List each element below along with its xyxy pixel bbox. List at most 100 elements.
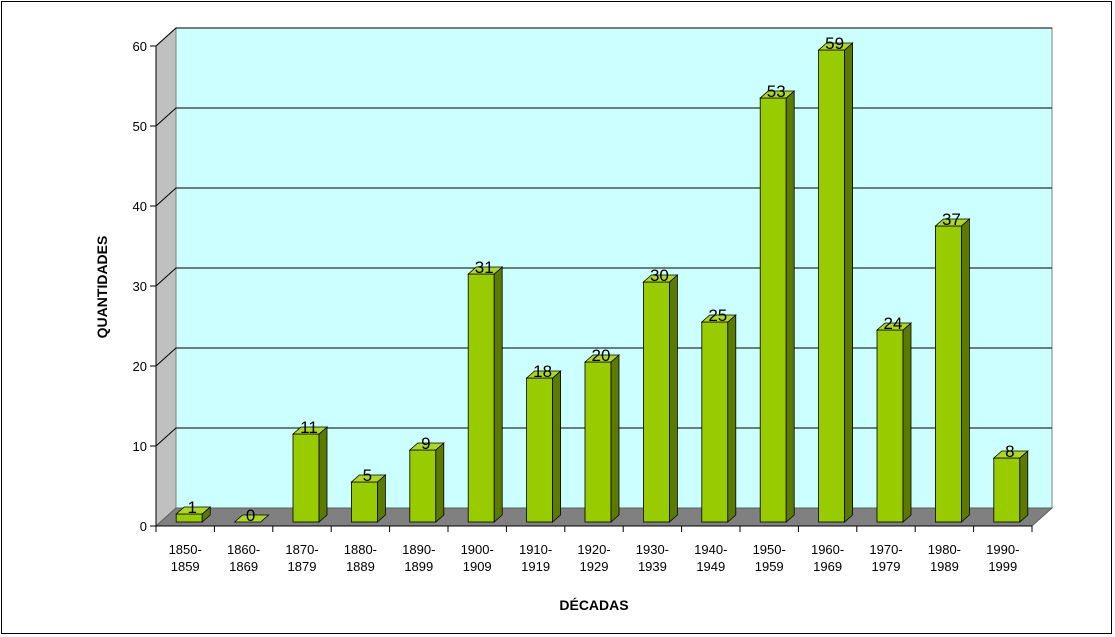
- bar-side: [552, 370, 561, 523]
- y-axis: 0 10 20 30 40 50 60: [133, 39, 157, 534]
- y-tick-label: 60: [133, 39, 147, 54]
- bar-top: [875, 322, 913, 331]
- y-tick-label: 40: [133, 199, 147, 214]
- x-tick-label: 1970-1979: [869, 542, 902, 574]
- bar-top: [642, 274, 679, 283]
- y-axis-title: QUANTIDADES: [94, 236, 110, 339]
- bar: [700, 314, 737, 523]
- data-label: 24: [884, 314, 903, 333]
- bar-front: [350, 481, 378, 523]
- data-label: 53: [767, 82, 786, 101]
- bar-top: [934, 218, 971, 227]
- data-label: 1: [187, 498, 196, 517]
- bar-side: [1019, 450, 1029, 523]
- bar: [408, 442, 445, 523]
- data-label: 37: [942, 210, 961, 229]
- data-label: 5: [363, 466, 372, 485]
- bar: [350, 474, 387, 523]
- x-tick-label: 1880-1889: [344, 542, 377, 574]
- bar-top: [992, 450, 1029, 459]
- x-axis: 1850-1859 1860-1869 1870-1879 1880-1889 1890…: [155, 525, 1033, 574]
- bar-front: [876, 329, 904, 523]
- data-label: 25: [708, 306, 727, 325]
- data-label: 9: [421, 434, 430, 453]
- data-label: 31: [475, 258, 494, 277]
- x-tick-label: 1890-1899: [402, 542, 435, 574]
- bar-top: [408, 442, 445, 451]
- bar-top: [350, 474, 387, 483]
- bar-front: [292, 433, 320, 523]
- bar: [291, 426, 329, 523]
- bar-side: [844, 42, 853, 523]
- y-tick-label: 20: [133, 359, 147, 374]
- bar: [817, 42, 854, 523]
- bar-front: [818, 49, 845, 523]
- bar-top: [817, 42, 854, 51]
- bar-side: [435, 442, 445, 523]
- bar: [467, 266, 504, 523]
- bar-top: [700, 314, 737, 323]
- x-tick-label: 1950-1959: [753, 542, 786, 574]
- bar-front: [759, 97, 787, 523]
- data-label: 18: [533, 362, 552, 381]
- y-tick-label: 0: [140, 519, 147, 534]
- x-tick-label: 1850-1859: [169, 542, 202, 574]
- bar-side: [669, 274, 678, 523]
- x-tick-label: 1930-1939: [636, 542, 669, 574]
- bar-top: [291, 426, 329, 435]
- bar-front: [993, 457, 1021, 523]
- x-tick-label: 1860-1869: [227, 542, 260, 574]
- bar-top: [759, 90, 796, 99]
- x-tick-label: 1940-1949: [694, 542, 727, 574]
- gridline: [155, 27, 1052, 47]
- bar: [759, 90, 796, 523]
- bar-top: [175, 506, 212, 515]
- bar: [934, 218, 971, 523]
- x-tick-label: 1920-1929: [577, 542, 610, 574]
- bar: [233, 514, 270, 523]
- bar-front: [643, 281, 670, 523]
- bar: [642, 274, 679, 523]
- data-label: 30: [650, 266, 669, 285]
- bar: [992, 450, 1029, 523]
- bar-top: [583, 354, 621, 363]
- bar-front: [467, 273, 495, 523]
- y-tick-label: 30: [133, 279, 147, 294]
- bar-top: [233, 514, 270, 523]
- x-tick-label: 1980-1989: [928, 542, 961, 574]
- x-tick-label: 1900-1909: [461, 542, 494, 574]
- data-label: 20: [592, 346, 611, 365]
- data-label: 11: [300, 418, 318, 437]
- x-tick-label: 1960-1969: [811, 542, 844, 574]
- bar-front: [584, 361, 612, 523]
- bar: [875, 322, 913, 523]
- bar-side: [493, 266, 503, 523]
- bar-side: [902, 322, 912, 523]
- x-axis-title: DÉCADAS: [559, 597, 628, 613]
- x-tick-label: 1870-1879: [285, 542, 318, 574]
- bar: [583, 354, 621, 523]
- bar-side: [961, 218, 970, 523]
- bar-top: [467, 266, 504, 275]
- bars: [175, 42, 1029, 523]
- data-label: 8: [1005, 442, 1014, 461]
- data-label: 59: [825, 34, 844, 53]
- bar-front: [526, 377, 553, 523]
- bar-front: [701, 321, 729, 523]
- bar-front: [409, 449, 437, 523]
- data-label: 0: [246, 506, 255, 525]
- bar-side: [318, 426, 328, 523]
- bar-side: [785, 90, 795, 523]
- bar: [175, 506, 212, 523]
- x-tick-label: 1910-1919: [519, 542, 552, 574]
- y-tick-label: 50: [133, 119, 147, 134]
- x-tick-label: 1990-1999: [986, 542, 1019, 574]
- y-tick-label: 10: [133, 439, 147, 454]
- bar: [525, 370, 562, 523]
- bar-top: [525, 370, 562, 379]
- bar-side: [376, 474, 386, 523]
- bar-front: [935, 225, 962, 523]
